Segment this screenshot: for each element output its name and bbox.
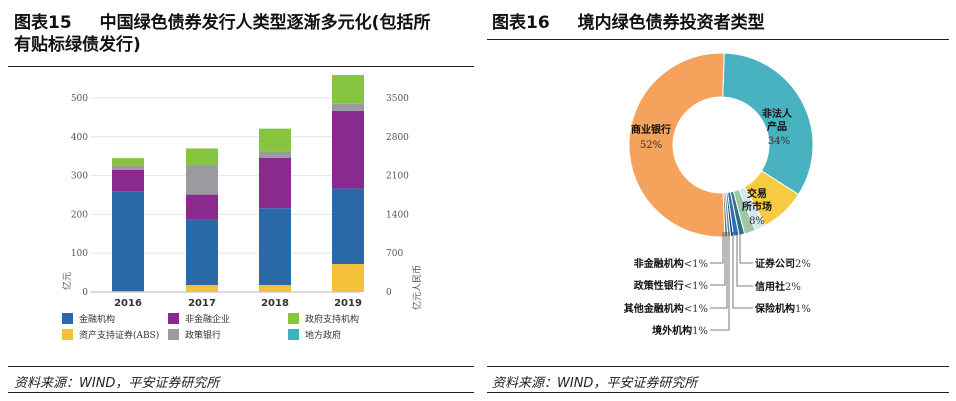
leader-line bbox=[710, 232, 728, 309]
figure-number: 图表16 bbox=[492, 13, 550, 33]
leader-label: 信用社2% bbox=[755, 280, 801, 293]
y-tick-right: 3500 bbox=[386, 94, 409, 104]
y-tick-left: 0 bbox=[82, 288, 88, 298]
legend-swatch bbox=[62, 329, 73, 340]
bar-segment bbox=[186, 165, 218, 195]
title-text: 境内绿色债券投资者类型 bbox=[577, 13, 765, 33]
slice-label: 交易 bbox=[747, 187, 767, 200]
legend-label: 地方政府 bbox=[305, 329, 341, 341]
leader-line bbox=[710, 232, 724, 264]
bar-segment bbox=[259, 151, 291, 158]
y-tick-right: 700 bbox=[386, 249, 403, 259]
y-tick-left: 100 bbox=[71, 249, 88, 259]
bar-segment bbox=[112, 291, 144, 292]
bar-segment bbox=[112, 169, 144, 192]
figure-16-title: 图表16 境内绿色债券投资者类型 bbox=[492, 12, 765, 34]
bar-segment bbox=[259, 285, 291, 292]
slice-value: 52% bbox=[640, 140, 662, 151]
slice-value: 34% bbox=[768, 136, 790, 147]
y-tick-right: 2800 bbox=[386, 133, 409, 143]
slice-label: 非法人 bbox=[762, 107, 793, 120]
right-panel: 图表16 境内绿色债券投资者类型 非法人 产品 34% 交易 所市场 8% 商业银行 52% 非金… bbox=[487, 0, 956, 401]
leader-line bbox=[732, 232, 753, 309]
bar-segment bbox=[332, 75, 364, 104]
bar-segment bbox=[186, 148, 218, 166]
source-note: 资料来源：WIND，平安证券研究所 bbox=[492, 376, 698, 391]
bar-segment bbox=[112, 165, 144, 170]
leader-line bbox=[739, 232, 753, 264]
y-tick-right: 1400 bbox=[386, 210, 409, 220]
legend-label: 金融机构 bbox=[79, 313, 115, 325]
leader-label: 政策性银行<1% bbox=[634, 279, 708, 292]
legend-label: 政策银行 bbox=[185, 329, 221, 341]
bar-segment bbox=[186, 285, 218, 292]
figure-number: 图表15 bbox=[14, 13, 72, 33]
x-tick-label: 2018 bbox=[261, 298, 289, 309]
y-tick-left: 200 bbox=[71, 210, 88, 220]
leader-line bbox=[710, 232, 730, 331]
bar-segment bbox=[332, 264, 364, 292]
bar-segment bbox=[259, 128, 291, 152]
slice-label: 所市场 bbox=[742, 200, 772, 213]
x-tick-label: 2017 bbox=[188, 298, 216, 309]
bar-segment bbox=[112, 158, 144, 166]
bar-segment bbox=[259, 157, 291, 209]
y-tick-left: 500 bbox=[71, 94, 88, 104]
title-rule bbox=[8, 66, 474, 67]
title-rule bbox=[487, 39, 949, 40]
leader-line bbox=[710, 232, 726, 286]
slice-label: 商业银行 bbox=[631, 123, 671, 136]
y-tick-left: 400 bbox=[71, 133, 88, 143]
y-axis-label-left: 亿元 bbox=[61, 272, 73, 290]
bar-segment bbox=[332, 110, 364, 189]
bar-segment bbox=[332, 188, 364, 265]
source-rule-bottom bbox=[487, 392, 949, 393]
leader-label: 证券公司2% bbox=[755, 257, 811, 270]
legend-label: 政府支持机构 bbox=[305, 313, 359, 325]
source-rule-top bbox=[487, 366, 949, 367]
title-line-2: 有贴标绿债发行) bbox=[14, 35, 141, 55]
source-rule-bottom bbox=[8, 392, 474, 393]
bar-segment bbox=[332, 75, 364, 76]
donut-slice bbox=[628, 52, 726, 238]
leader-label: 非金融机构<1% bbox=[634, 257, 708, 270]
legend-swatch bbox=[168, 329, 179, 340]
stacked-bar-chart: 0 100 200 300 400 500 0 700 1400 2100 2800 3500 2016… bbox=[61, 75, 423, 341]
bar-segment bbox=[332, 103, 364, 111]
title-line-1: 中国绿色债券发行人类型逐渐多元化(包括所 bbox=[99, 13, 431, 33]
y-axis-label-right: 亿元人民币 bbox=[411, 265, 423, 310]
y-tick-right: 0 bbox=[386, 288, 392, 298]
legend-label: 资产支持证券(ABS) bbox=[79, 329, 159, 341]
legend-swatch bbox=[288, 313, 299, 324]
bar-segment bbox=[186, 194, 218, 220]
slice-value: 8% bbox=[749, 216, 765, 227]
figure-15-title: 图表15 中国绿色债券发行人类型逐渐多元化(包括所 有贴标绿债发行) bbox=[14, 12, 430, 56]
x-tick-label: 2019 bbox=[334, 298, 362, 309]
legend-swatch bbox=[288, 329, 299, 340]
x-tick-label: 2016 bbox=[114, 298, 142, 309]
bar-segment bbox=[186, 219, 218, 286]
source-note: 资料来源：WIND，平安证券研究所 bbox=[14, 376, 220, 391]
bar-segment bbox=[259, 208, 291, 286]
source-rule-top bbox=[8, 366, 474, 367]
leader-label: 其他金融机构<1% bbox=[624, 302, 708, 315]
legend-swatch bbox=[168, 313, 179, 324]
legend-label: 非金融企业 bbox=[185, 313, 230, 325]
donut-slice bbox=[722, 52, 814, 196]
y-tick-left: 300 bbox=[71, 172, 88, 182]
bar-segment bbox=[112, 191, 144, 292]
leader-label: 境外机构1% bbox=[652, 324, 708, 337]
legend-swatch bbox=[62, 313, 73, 324]
y-tick-right: 2100 bbox=[386, 172, 409, 182]
slice-label: 产品 bbox=[767, 120, 787, 133]
left-panel: 图表15 中国绿色债券发行人类型逐渐多元化(包括所 有贴标绿债发行) 0 100 20… bbox=[0, 0, 476, 401]
leader-label: 保险机构1% bbox=[754, 302, 811, 315]
leader-line bbox=[736, 232, 753, 287]
